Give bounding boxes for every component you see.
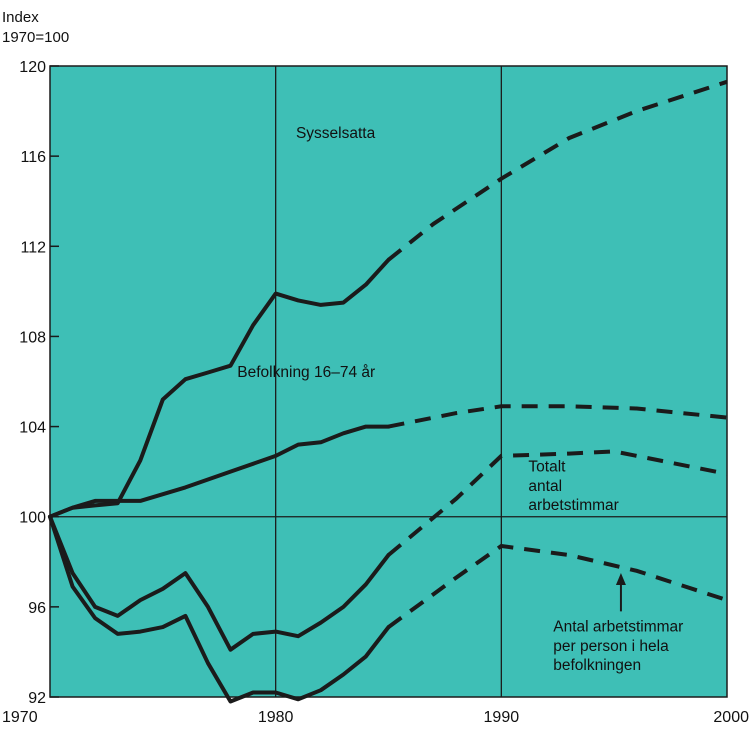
series-line-forecast-2: [387, 449, 728, 557]
y-axis-title-line-1: Index: [2, 9, 39, 26]
series-label-3-line-0: Antal arbetstimmar: [553, 619, 683, 636]
series-line-forecast-0: [387, 79, 728, 262]
y-tick-label-108: 108: [19, 329, 46, 346]
y-tick-label-96: 96: [28, 600, 46, 617]
series-line-forecast-1: [388, 404, 728, 429]
series-label-1: Befolkning 16–74 år: [237, 364, 375, 381]
series-label-0: Sysselsatta: [296, 125, 376, 142]
series-line-actual-0: [48, 257, 391, 519]
series-line-actual-2: [48, 514, 391, 652]
y-tick-label-120: 120: [19, 59, 46, 76]
x-tick-label-1980: 1980: [258, 709, 294, 726]
y-tick-label-104: 104: [19, 420, 46, 437]
series-line-forecast-3: [387, 543, 728, 629]
series-label-2-line-2: arbetstimmar: [528, 497, 618, 514]
series-label-2-line-1: antal: [528, 478, 562, 495]
y-tick-label-100: 100: [19, 510, 46, 527]
series-label-3-line-2: befolkningen: [553, 657, 641, 674]
series-line-actual-3: [48, 514, 391, 704]
x-tick-label-1990: 1990: [484, 709, 520, 726]
x-tick-label-1970: 1970: [2, 709, 38, 726]
y-axis-title-line-2: 1970=100: [2, 29, 70, 46]
series-label-2-line-0: Totalt: [528, 459, 566, 476]
series-line-actual-1: [48, 424, 391, 519]
annotation-arrow-head: [615, 573, 626, 586]
plot-area: [49, 65, 728, 698]
x-tick-label-2000: 2000: [713, 709, 749, 726]
y-tick-label-116: 116: [20, 149, 46, 166]
y-tick-label-112: 112: [20, 239, 46, 256]
y-axis-title: Index 1970=100: [2, 8, 69, 48]
series-label-3-line-1: per person i hela: [553, 638, 669, 655]
y-tick-label-92: 92: [28, 690, 46, 707]
